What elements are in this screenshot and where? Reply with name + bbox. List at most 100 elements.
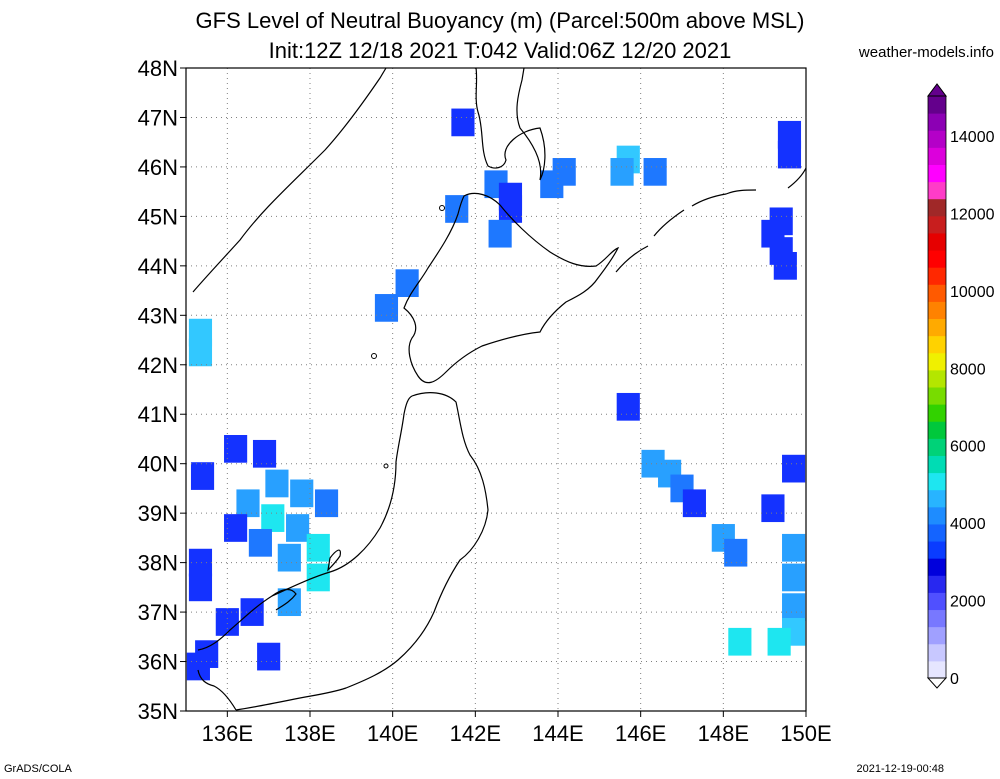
colorbar-swatch <box>928 215 946 234</box>
colorbar-label: 2000 <box>950 594 986 611</box>
colorbar-swatch <box>928 438 946 456</box>
colorbar-min-arrow <box>926 677 948 689</box>
lat-tick-label: 44N <box>138 254 178 279</box>
colorbar-swatch <box>928 250 946 268</box>
lon-tick-label: 150E <box>780 721 831 746</box>
buoyancy-cell <box>728 627 752 656</box>
colorbar-max-arrow <box>927 83 947 97</box>
axis-tick-labels: 136E 138E 140E 142E 144E 146E 148E 150E 35N 36N 37… <box>138 56 832 746</box>
colorbar-swatch <box>928 96 946 114</box>
buoyancy-cell <box>782 563 806 592</box>
lat-tick-label: 37N <box>138 600 178 625</box>
buoyancy-cell <box>782 533 806 562</box>
map-subtitle: Init:12Z 12/18 2021 T:042 Valid:06Z 12/2… <box>268 38 732 63</box>
colorbar-swatch <box>928 232 946 251</box>
colorbar-swatch <box>928 506 946 525</box>
colorbar-label: 4000 <box>950 516 986 533</box>
colorbar-swatch <box>928 523 946 542</box>
buoyancy-cell <box>286 514 310 542</box>
buoyancy-cell <box>186 652 210 681</box>
coastline-kurils <box>615 189 757 273</box>
buoyancy-cell <box>643 158 667 186</box>
colorbar-label: 8000 <box>950 361 986 378</box>
coastline-honshu <box>197 392 489 711</box>
colorbar-swatch <box>928 421 946 439</box>
colorbar-label: 6000 <box>950 439 986 456</box>
buoyancy-cell <box>616 392 640 421</box>
colorbar-label: 10000 <box>950 284 995 301</box>
colorbar: 0 2000 4000 6000 8000 10000 12000 14000 <box>926 83 995 689</box>
buoyancy-cell <box>374 294 399 322</box>
buoyancy-cell <box>445 195 469 223</box>
coastline-kamchatka <box>787 167 807 189</box>
buoyancy-cell <box>761 494 785 523</box>
lon-tick-label: 144E <box>532 721 583 746</box>
buoyancy-cell <box>767 627 791 656</box>
buoyancy-cell <box>215 608 239 636</box>
colorbar-swatch <box>928 609 946 628</box>
colorbar-swatch <box>928 455 946 474</box>
buoyancy-cell <box>248 528 272 557</box>
buoyancy-cell <box>236 489 260 518</box>
lon-tick-label: 142E <box>450 721 501 746</box>
lat-tick-label: 45N <box>138 204 178 229</box>
buoyancy-cell <box>224 435 248 463</box>
buoyancy-cell <box>188 548 213 577</box>
colorbar-swatch <box>928 181 946 200</box>
buoyancy-cell <box>188 573 213 602</box>
map-title: GFS Level of Neutral Buoyancy (m) (Parce… <box>195 8 805 33</box>
coastline-sado <box>327 549 341 572</box>
colorbar-swatch <box>928 164 946 183</box>
buoyancy-cell <box>314 489 339 518</box>
island-okushiri <box>371 353 377 359</box>
brand-label: weather-models.info <box>858 44 994 61</box>
map-frame <box>185 67 807 712</box>
colorbar-swatch <box>928 387 946 405</box>
buoyancy-cell <box>610 158 634 186</box>
colorbar-swatch <box>928 113 946 131</box>
colorbar-swatch <box>928 147 946 165</box>
lat-tick-label: 39N <box>138 501 178 526</box>
buoyancy-cell <box>306 563 330 592</box>
colorbar-swatch <box>928 284 946 302</box>
colorbar-swatch <box>928 301 946 320</box>
buoyancy-cell <box>682 489 706 518</box>
coastline-hokkaido <box>403 192 620 384</box>
buoyancy-cell <box>498 195 523 223</box>
colorbar-swatch <box>928 198 946 217</box>
colorbar-swatch <box>928 130 946 148</box>
lon-tick-label: 138E <box>284 721 335 746</box>
coastline-noto <box>271 588 297 611</box>
colorbar-label: 14000 <box>950 129 995 146</box>
buoyancy-cell <box>724 538 748 567</box>
lat-tick-label: 41N <box>138 402 178 427</box>
lon-tick-label: 146E <box>615 721 666 746</box>
colorbar-swatch <box>928 352 946 371</box>
colorbar-swatch <box>928 267 946 285</box>
lat-tick-label: 47N <box>138 105 178 130</box>
footer-timestamp: 2021-12-19-00:48 <box>856 763 944 775</box>
lat-lon-grid <box>186 68 806 711</box>
buoyancy-cell <box>773 251 797 280</box>
lon-tick-label: 148E <box>698 721 749 746</box>
buoyancy-cell <box>240 598 264 626</box>
colorbar-frame <box>927 95 947 679</box>
lon-tick-label: 140E <box>367 721 418 746</box>
lon-tick-label: 136E <box>202 721 253 746</box>
footer-software: GrADS/COLA <box>4 763 72 775</box>
buoyancy-cell <box>290 479 314 508</box>
buoyancy-cell <box>552 158 576 186</box>
buoyancy-cell <box>782 593 806 621</box>
buoyancy-cell <box>265 469 289 498</box>
colorbar-swatch <box>928 643 946 662</box>
colorbar-swatch <box>928 575 946 593</box>
colorbar-swatch <box>928 592 946 611</box>
colorbar-swatch <box>928 489 946 508</box>
colorbar-swatch <box>928 404 946 422</box>
lat-tick-label: 35N <box>138 699 178 724</box>
colorbar-swatch <box>928 660 946 679</box>
colorbar-label: 12000 <box>950 206 995 223</box>
colorbar-swatch <box>928 541 946 559</box>
buoyancy-cell <box>306 533 330 562</box>
